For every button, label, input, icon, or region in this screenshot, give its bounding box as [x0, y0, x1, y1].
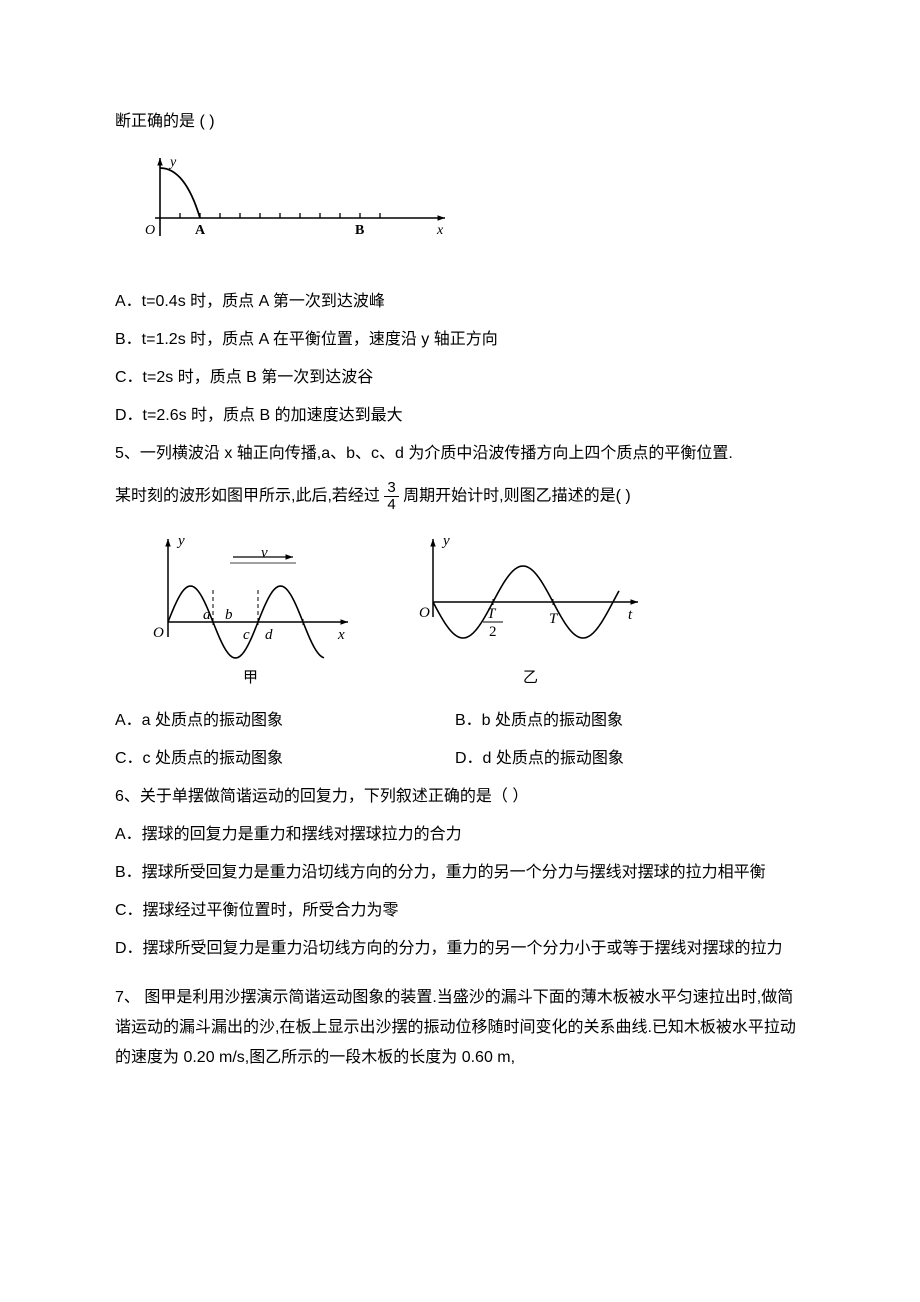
- q5-opt-b: B．b 处质点的振动图象: [455, 709, 623, 733]
- q5-stem-2b: 周期开始计时,则图乙描述的是( ): [403, 487, 631, 504]
- svg-text:c: c: [243, 627, 250, 643]
- q5-frac-den: 4: [384, 497, 398, 513]
- svg-text:a: a: [203, 607, 211, 623]
- svg-text:v: v: [261, 545, 268, 561]
- svg-text:乙: 乙: [523, 670, 538, 686]
- q6-opt-d: D．摆球所受回复力是重力沿切线方向的分力，重力的另一个分力小于或等于摆线对摆球的…: [115, 937, 805, 961]
- svg-text:T: T: [487, 606, 497, 622]
- svg-text:T: T: [549, 611, 559, 627]
- svg-text:b: b: [225, 607, 233, 623]
- svg-text:O: O: [153, 625, 164, 641]
- q4-figure: O A Bx y: [115, 148, 805, 268]
- q6-opt-c: C．摆球经过平衡位置时，所受合力为零: [115, 899, 805, 923]
- q4-stem-tail: 断正确的是 ( ): [115, 110, 805, 134]
- q5-fraction: 3 4: [384, 480, 398, 513]
- svg-text:t: t: [628, 607, 633, 623]
- svg-text:x: x: [337, 627, 345, 643]
- q5-opt-c: C．c 处质点的振动图象: [115, 747, 455, 771]
- q5-stem-2a: 某时刻的波形如图甲所示,此后,若经过: [115, 487, 384, 504]
- svg-text:B: B: [355, 223, 364, 238]
- q4-opt-d: D．t=2.6s 时，质点 B 的加速度达到最大: [115, 404, 805, 428]
- q6-opt-b: B．摆球所受回复力是重力沿切线方向的分力，重力的另一个分力与摆线对摆球的拉力相平…: [115, 861, 805, 885]
- svg-text:O: O: [145, 223, 155, 238]
- svg-text:x: x: [436, 223, 444, 238]
- q5-figure-jia: Oy x abcd v 甲: [133, 527, 363, 687]
- q5-opt-a: A．a 处质点的振动图象: [115, 709, 455, 733]
- q5-figure-pair: Oy x abcd v 甲 T 2 Oy t T 乙: [133, 527, 805, 687]
- q5-stem-2: 某时刻的波形如图甲所示,此后,若经过 3 4 周期开始计时,则图乙描述的是( ): [115, 480, 805, 513]
- q5-frac-num: 3: [384, 480, 398, 497]
- q5-opt-d: D．d 处质点的振动图象: [455, 747, 624, 771]
- q4-opt-c: C．t=2s 时，质点 B 第一次到达波谷: [115, 366, 805, 390]
- svg-text:y: y: [441, 533, 450, 549]
- q6-opt-a: A．摆球的回复力是重力和摆线对摆球拉力的合力: [115, 823, 805, 847]
- q5-stem-1: 5、一列横波沿 x 轴正向传播,a、b、c、d 为介质中沿波传播方向上四个质点的…: [115, 442, 805, 466]
- q4-opt-b: B．t=1.2s 时，质点 A 在平衡位置，速度沿 y 轴正方向: [115, 328, 805, 352]
- q5-figure-yi: T 2 Oy t T 乙: [403, 527, 653, 687]
- svg-text:O: O: [419, 605, 430, 621]
- svg-text:y: y: [176, 533, 185, 549]
- svg-text:甲: 甲: [243, 670, 258, 686]
- svg-text:y: y: [168, 155, 177, 170]
- q6-stem: 6、关于单摆做简谐运动的回复力，下列叙述正确的是（ ）: [115, 785, 805, 809]
- svg-text:A: A: [195, 223, 206, 238]
- q7-stem: 7、 图甲是利用沙摆演示简谐运动图象的装置.当盛沙的漏斗下面的薄木板被水平匀速拉…: [115, 983, 805, 1074]
- q4-opt-a: A．t=0.4s 时，质点 A 第一次到达波峰: [115, 290, 805, 314]
- svg-text:2: 2: [489, 624, 497, 640]
- svg-text:d: d: [265, 627, 273, 643]
